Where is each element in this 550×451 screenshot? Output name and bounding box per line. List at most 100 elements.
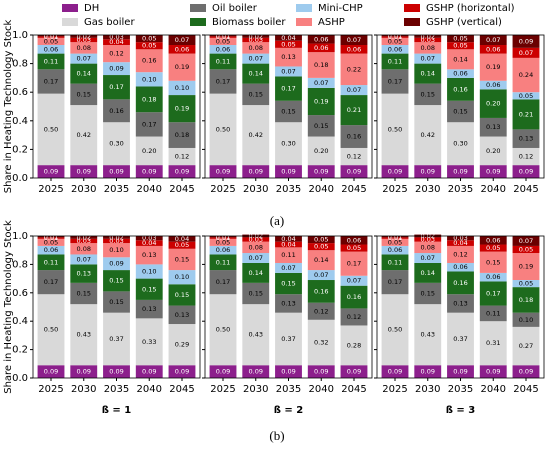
- bar-segment: [168, 305, 196, 325]
- bar-segment: [70, 264, 98, 283]
- value-label: 0.06: [216, 45, 230, 53]
- bar-segment: [70, 63, 98, 84]
- value-label: 0.07: [421, 254, 435, 262]
- value-label: 0.15: [77, 90, 91, 98]
- value-label: 0.06: [175, 45, 189, 53]
- bar-segment: [381, 237, 409, 239]
- bar-segment: [340, 236, 368, 245]
- bar-segment: [307, 250, 335, 271]
- bar-segment: [307, 115, 335, 137]
- bar-segment: [381, 245, 409, 255]
- bar-segment: [307, 280, 335, 303]
- bar-segment: [479, 321, 507, 366]
- value-label: 0.11: [388, 258, 402, 266]
- bar-segment: [414, 63, 442, 84]
- value-label: 0.07: [281, 264, 295, 272]
- x-tick-label: 2035: [448, 184, 473, 195]
- bar-segment: [242, 237, 270, 242]
- value-label: 0.14: [249, 269, 263, 277]
- bar-segment: [135, 240, 163, 246]
- value-label: 0.04: [453, 239, 467, 247]
- bar-segment: [37, 53, 65, 70]
- value-label: 0.09: [142, 168, 156, 176]
- value-label: 0.13: [453, 299, 467, 307]
- bar-segment: [168, 241, 196, 249]
- value-label: 0.01: [216, 234, 230, 242]
- value-label: 0.02: [421, 32, 435, 40]
- bar-segment: [275, 76, 302, 101]
- value-label: 0.50: [216, 326, 230, 334]
- value-label: 0.12: [314, 307, 328, 315]
- bar-segment: [307, 136, 335, 166]
- value-label: 0.09: [519, 37, 533, 45]
- bar-segment: [414, 241, 442, 254]
- value-label: 0.09: [486, 168, 500, 176]
- value-label: 0.02: [77, 233, 91, 241]
- value-label: 0.06: [486, 45, 500, 53]
- bar-segment: [381, 294, 409, 366]
- value-label: 0.03: [77, 237, 91, 245]
- bar-segment: [242, 105, 270, 166]
- value-label: 0.09: [388, 368, 402, 376]
- bar-segment: [209, 254, 237, 271]
- bar-segment: [209, 37, 237, 46]
- bar-segment: [70, 37, 98, 43]
- axes-frame: [376, 34, 545, 179]
- bar-segment: [242, 63, 270, 84]
- bar-segment: [275, 365, 302, 378]
- bar-segment: [135, 72, 163, 87]
- bar-segment: [103, 62, 130, 76]
- x-axis-label: ß = 1: [102, 405, 132, 416]
- y-tick-label: 0.4: [12, 316, 28, 327]
- value-label: 0.07: [249, 55, 263, 63]
- bar-segment: [103, 99, 130, 123]
- bar-segment: [209, 45, 237, 54]
- value-label: 0.42: [77, 131, 91, 139]
- value-label: 0.16: [314, 287, 328, 295]
- bar-segment: [275, 47, 302, 67]
- value-label: 0.05: [216, 37, 230, 45]
- bar-segment: [447, 312, 474, 366]
- bar-segment: [103, 243, 130, 258]
- value-label: 0.05: [453, 42, 467, 50]
- value-label: 0.01: [388, 32, 402, 40]
- value-label: 0.04: [281, 34, 295, 42]
- value-label: 0.21: [347, 106, 361, 114]
- value-label: 0.06: [314, 44, 328, 52]
- x-axis-label: ß = 2: [274, 405, 304, 416]
- bar-segment: [242, 262, 270, 283]
- value-label: 0.50: [388, 326, 402, 334]
- bar-segment: [447, 294, 474, 313]
- value-label: 0.05: [519, 92, 533, 100]
- value-label: 0.11: [44, 57, 58, 65]
- bar-segment: [37, 270, 65, 295]
- bar-segment: [242, 35, 270, 38]
- bar-segment: [275, 236, 302, 242]
- bar-segment: [242, 165, 270, 178]
- bar-segment: [414, 83, 442, 106]
- bar-segment: [135, 86, 163, 113]
- value-label: 0.17: [216, 77, 230, 85]
- bar-segment: [135, 42, 163, 50]
- x-axis-label: ß = 3: [446, 405, 476, 416]
- value-label: 0.50: [216, 125, 230, 133]
- bar-segment: [37, 36, 65, 38]
- bar-segment: [275, 294, 302, 313]
- value-label: 0.07: [347, 86, 361, 94]
- bar-segment: [168, 147, 196, 166]
- legend-label: GSHP (vertical): [426, 17, 502, 28]
- bar-segment: [275, 40, 302, 48]
- value-label: 0.05: [216, 238, 230, 246]
- subfigure-label: (a): [270, 213, 284, 228]
- bar-segment: [242, 83, 270, 106]
- legend-swatch: [62, 18, 78, 26]
- y-tick-label: 1.0: [12, 231, 28, 242]
- value-label: 0.09: [314, 168, 328, 176]
- bar-segment: [135, 318, 163, 366]
- y-axis-label: Share in Heating Technology Stock: [3, 220, 14, 394]
- value-label: 0.09: [175, 168, 189, 176]
- y-tick-label: 0.0: [12, 373, 28, 384]
- x-tick-label: 2045: [169, 384, 194, 395]
- bar-segment: [37, 37, 65, 46]
- bar-segment: [381, 53, 409, 70]
